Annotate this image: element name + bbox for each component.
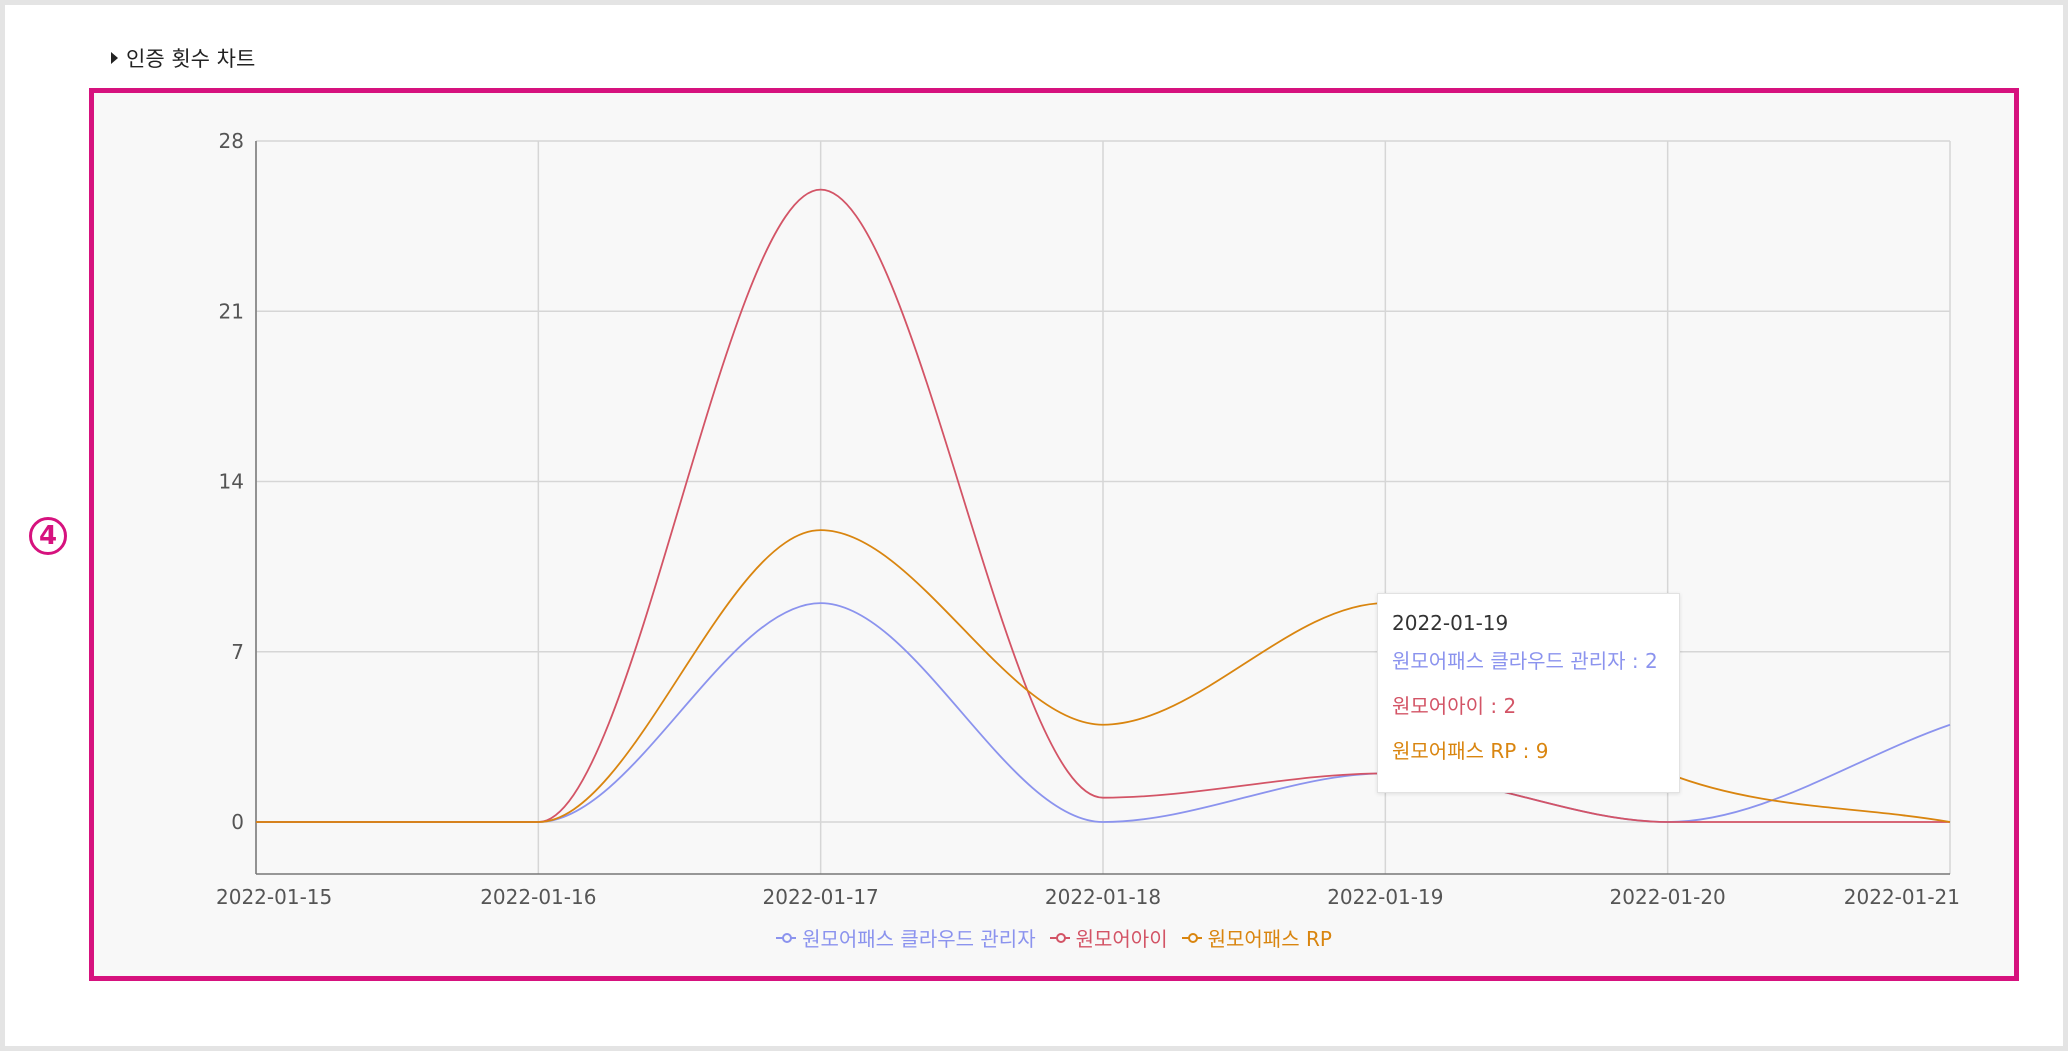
x-tick-label: 2022-01-17	[763, 885, 879, 909]
legend-item-series-1[interactable]: 원모어패스 클라우드 관리자	[776, 923, 1036, 952]
chart-frame: 0 7 14 21 28 2022-01-15 2022-01-16 2022-01-17 20…	[89, 88, 2019, 981]
series-line-2	[256, 188, 1950, 823]
chart-tooltip: 2022-01-19 원모어패스 클라우드 관리자 : 2 원모어아이 : 2 …	[1377, 593, 1680, 793]
y-tick-label: 14	[219, 470, 244, 494]
y-tick-label: 7	[231, 640, 244, 664]
chart-section-title: 인증 횟수 차트	[111, 43, 255, 73]
legend-item-series-2[interactable]: 원모어아이	[1049, 923, 1168, 952]
tooltip-date: 2022-01-19	[1392, 611, 1509, 635]
tooltip-line-2: 원모어아이 : 2	[1392, 694, 1517, 718]
legend-item-series-3[interactable]: 원모어패스 RP	[1181, 923, 1332, 952]
x-tick-label: 2022-01-20	[1610, 885, 1726, 909]
x-tick-label: 2022-01-21	[1844, 885, 1960, 909]
y-tick-label: 0	[231, 810, 244, 834]
triangle-bullet-icon	[111, 52, 118, 64]
legend-line-icon	[1181, 932, 1202, 943]
tooltip-line-3: 원모어패스 RP : 9	[1392, 739, 1549, 763]
x-tick-label: 2022-01-15	[216, 885, 332, 909]
legend-label: 원모어아이	[1075, 927, 1168, 951]
line-chart: 0 7 14 21 28 2022-01-15 2022-01-16 2022-01-17 20…	[216, 129, 1960, 909]
legend-label: 원모어패스 클라우드 관리자	[802, 927, 1036, 951]
x-tick-label: 2022-01-19	[1327, 885, 1443, 909]
chart-legend: 원모어패스 클라우드 관리자 원모어아이 원모어패스 RP	[94, 923, 2014, 952]
tooltip-line-1: 원모어패스 클라우드 관리자 : 2	[1392, 649, 1658, 673]
marker-label: 4	[38, 521, 58, 551]
x-tick-label: 2022-01-18	[1045, 885, 1161, 909]
y-tick-label: 28	[219, 129, 244, 153]
x-tick-label: 2022-01-16	[480, 885, 596, 909]
legend-line-icon	[776, 932, 797, 943]
page: 인증 횟수 차트 4 0 7 14 21 28 2022-01-15 2022-01-16 2…	[5, 5, 2063, 1046]
legend-line-icon	[1049, 932, 1070, 943]
section-title-text: 인증 횟수 차트	[126, 47, 256, 71]
number-marker-badge: 4	[29, 517, 67, 555]
legend-label: 원모어패스 RP	[1207, 927, 1332, 951]
y-tick-label: 21	[219, 299, 244, 323]
